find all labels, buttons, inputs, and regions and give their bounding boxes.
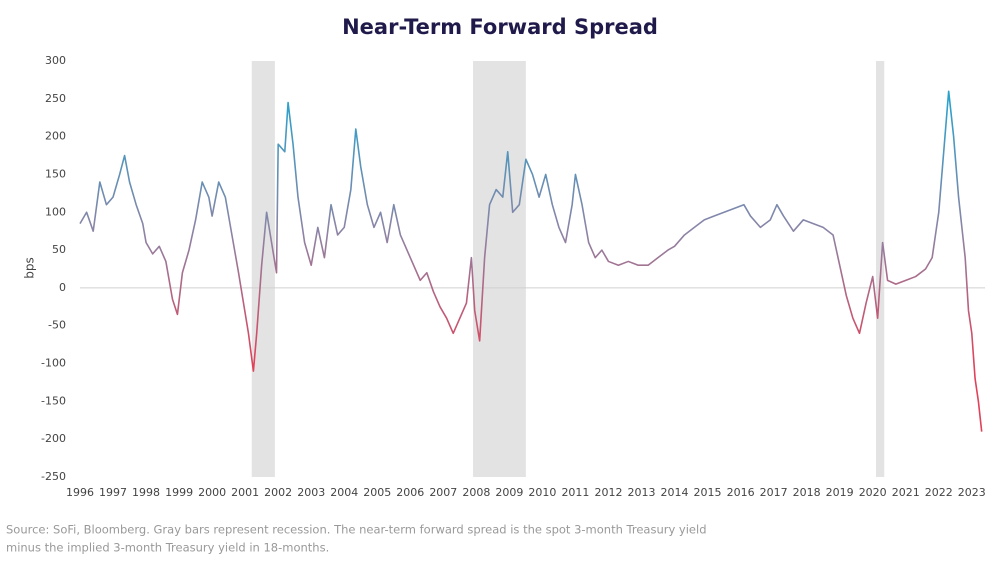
x-tick-label: 2004 <box>330 486 358 499</box>
x-tick-label: 2022 <box>925 486 953 499</box>
x-tick-label: 2015 <box>694 486 722 499</box>
x-tick-label: 2005 <box>363 486 391 499</box>
y-tick-label: -50 <box>48 319 66 332</box>
x-tick-label: 2012 <box>594 486 622 499</box>
y-tick-label: 0 <box>59 281 66 294</box>
source-note: Source: SoFi, Bloomberg. Gray bars repre… <box>6 523 707 537</box>
chart-title: Near-Term Forward Spread <box>342 15 658 39</box>
x-tick-label: 1996 <box>66 486 94 499</box>
x-tick-label: 2017 <box>760 486 788 499</box>
x-tick-label: 2001 <box>231 486 259 499</box>
x-tick-label: 1997 <box>99 486 127 499</box>
x-tick-label: 2009 <box>495 486 523 499</box>
recession-band <box>251 61 275 477</box>
x-tick-label: 1998 <box>132 486 160 499</box>
x-tick-label: 2019 <box>826 486 854 499</box>
spread-line <box>79 90 983 432</box>
y-tick-label: 50 <box>52 243 66 256</box>
source-note: minus the implied 3-month Treasury yield… <box>6 541 329 555</box>
x-tick-label: 2000 <box>198 486 226 499</box>
x-tick-label: 2020 <box>859 486 887 499</box>
y-tick-label: -200 <box>41 432 66 445</box>
x-tick-label: 2011 <box>561 486 589 499</box>
x-tick-label: 2002 <box>264 486 292 499</box>
x-tick-label: 2006 <box>396 486 424 499</box>
recession-band <box>473 61 526 477</box>
x-tick-label: 2013 <box>627 486 655 499</box>
x-tick-label: 2014 <box>661 486 689 499</box>
x-tick-label: 2021 <box>892 486 920 499</box>
y-tick-label: 300 <box>45 54 66 67</box>
x-tick-label: 1999 <box>165 486 193 499</box>
y-axis-label: bps <box>23 257 37 279</box>
y-tick-label: -250 <box>41 470 66 483</box>
y-tick-label: 200 <box>45 130 66 143</box>
y-tick-label: 250 <box>45 92 66 105</box>
x-tick-label: 2007 <box>429 486 457 499</box>
x-tick-label: 2003 <box>297 486 325 499</box>
x-tick-label: 2008 <box>462 486 490 499</box>
y-tick-label: 100 <box>45 205 66 218</box>
x-tick-label: 2023 <box>958 486 986 499</box>
y-tick-label: 150 <box>45 167 66 180</box>
y-tick-label: -100 <box>41 357 66 370</box>
x-tick-label: 2018 <box>793 486 821 499</box>
x-tick-label: 2010 <box>528 486 556 499</box>
x-tick-label: 2016 <box>727 486 755 499</box>
y-tick-label: -150 <box>41 394 66 407</box>
